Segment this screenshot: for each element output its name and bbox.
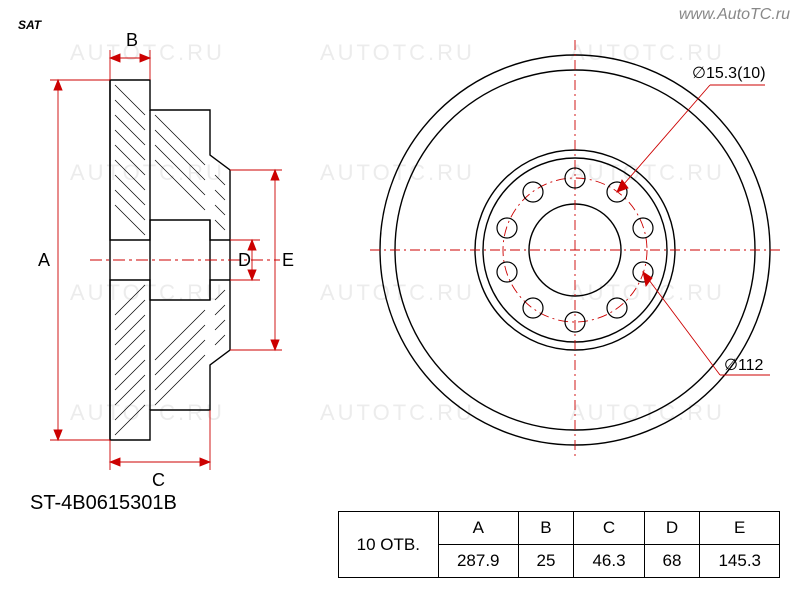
dim-label-e: E: [282, 250, 294, 270]
col-e: E: [700, 512, 780, 545]
val-a: 287.9: [438, 545, 518, 578]
col-c: C: [574, 512, 644, 545]
dim-label-c: C: [152, 470, 165, 490]
side-cross-section: A B C D E: [20, 20, 360, 500]
part-number: ST-4B0615301B: [30, 492, 177, 515]
dim-label-d: D: [238, 250, 251, 270]
col-d: D: [644, 512, 700, 545]
val-c: 46.3: [574, 545, 644, 578]
callout-hole: ∅15.3(10): [692, 65, 766, 82]
dim-label-b: B: [126, 30, 138, 50]
col-b: B: [518, 512, 574, 545]
dimension-table: 10 ОТВ. A B C D E 287.9 25 46.3 68 145.3: [338, 511, 780, 578]
val-b: 25: [518, 545, 574, 578]
hole-count-cell: 10 ОТВ.: [338, 512, 438, 578]
callout-pcd: ∅112: [724, 357, 764, 374]
front-face-view: ∅15.3(10) ∅112: [370, 20, 780, 480]
val-d: 68: [644, 545, 700, 578]
val-e: 145.3: [700, 545, 780, 578]
dim-label-a: A: [38, 250, 50, 270]
col-a: A: [438, 512, 518, 545]
